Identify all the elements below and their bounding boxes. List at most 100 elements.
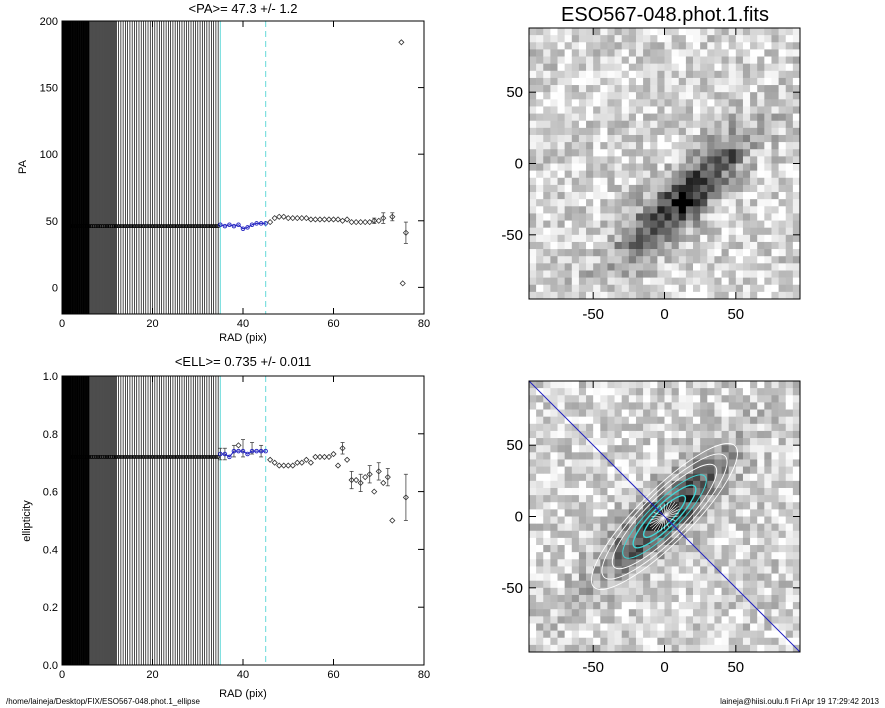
- overlay-pixel: [778, 416, 787, 425]
- fits-pixel: [750, 56, 758, 64]
- overlay-pixel: [750, 573, 758, 581]
- overlay-pixel: [785, 495, 794, 503]
- overlay-pixel: [671, 452, 680, 460]
- ell-inner-point: [118, 454, 123, 459]
- fits-pixel: [671, 35, 680, 43]
- fits-pixel: [550, 213, 558, 221]
- overlay-pixel: [700, 580, 708, 589]
- overlay-pixel: [785, 473, 794, 482]
- overlay-pixel: [785, 630, 794, 639]
- fits-pixel: [728, 291, 737, 300]
- fits-pixel: [650, 177, 658, 186]
- fits-pixel: [550, 170, 558, 179]
- fits-pixel: [707, 291, 715, 300]
- overlay-pixel: [628, 545, 637, 553]
- overlay-y-tick-label: -50: [501, 580, 523, 597]
- fits-pixel: [550, 142, 558, 150]
- overlay-pixel: [643, 580, 651, 589]
- fits-pixel: [671, 192, 680, 200]
- fits-pixel: [707, 284, 715, 293]
- fits-pixel: [571, 170, 580, 179]
- fits-pixel: [785, 70, 794, 79]
- fits-pixel: [664, 206, 672, 214]
- fits-pixel: [550, 56, 558, 64]
- overlay-pixel: [714, 594, 722, 603]
- overlay-pixel: [693, 438, 701, 446]
- overlay-pixel: [785, 552, 794, 560]
- overlay-pixel: [664, 438, 672, 446]
- overlay-pixel: [778, 587, 787, 596]
- overlay-pixel: [607, 616, 615, 624]
- fits-pixel: [757, 263, 765, 271]
- overlay-pixel: [628, 616, 637, 624]
- overlay-pixel: [607, 644, 615, 653]
- fits-pixel: [635, 256, 644, 264]
- overlay-pixel: [693, 580, 701, 589]
- ell-inner-point: [182, 454, 187, 459]
- overlay-pixel: [678, 487, 687, 496]
- overlay-pixel: [664, 445, 672, 453]
- overlay-pixel: [586, 616, 594, 624]
- fits-pixel: [707, 49, 715, 57]
- overlay-pixel: [586, 516, 594, 524]
- overlay-pixel: [536, 452, 544, 460]
- overlay-pixel: [571, 416, 580, 425]
- fits-pixel: [707, 28, 715, 36]
- pa-inner-point: [191, 224, 196, 229]
- overlay-pixel: [785, 644, 794, 653]
- overlay-pixel: [657, 395, 665, 403]
- file-path-footer: /home/laineja/Desktop/FIX/ESO567-048.pho…: [6, 697, 200, 706]
- overlay-pixel: [721, 487, 729, 496]
- overlay-pixel: [607, 609, 615, 617]
- fits-pixel: [764, 284, 772, 293]
- pa-outer-point: [362, 219, 369, 226]
- overlay-pixel: [657, 381, 665, 389]
- overlay-pixel: [557, 594, 565, 603]
- fits-pixel: [735, 63, 744, 72]
- overlay-pixel: [728, 537, 737, 546]
- fits-pixel: [586, 163, 594, 171]
- fits-pixel: [750, 163, 758, 171]
- fits-pixel: [721, 206, 729, 214]
- fits-pixel: [607, 28, 615, 36]
- fits-pixel: [764, 270, 772, 278]
- fits-pixel: [557, 149, 565, 157]
- fits-pixel: [742, 213, 751, 221]
- fits-pixel: [650, 206, 658, 214]
- fits-pixel: [650, 277, 658, 286]
- fits-pixel: [621, 85, 630, 93]
- overlay-pixel: [621, 616, 630, 624]
- fits-pixel: [671, 206, 680, 214]
- fits-pixel: [771, 192, 779, 200]
- overlay-pixel: [557, 502, 565, 510]
- fits-pixel: [742, 249, 751, 257]
- fits-pixel: [635, 163, 644, 171]
- overlay-spoke: [650, 516, 665, 521]
- overlay-pixel: [764, 480, 772, 489]
- fits-pixel: [607, 291, 615, 300]
- fits-pixel: [564, 249, 573, 257]
- overlay-pixel: [550, 545, 558, 553]
- overlay-pixel: [678, 402, 687, 410]
- overlay-pixel: [764, 552, 772, 560]
- overlay-pixel: [600, 381, 608, 389]
- overlay-pixel: [707, 445, 715, 453]
- overlay-y-tick-label: 50: [506, 437, 523, 454]
- overlay-pixel: [628, 495, 637, 503]
- fits-pixel: [750, 35, 758, 43]
- ell-inner-point: [127, 454, 132, 459]
- fits-pixel: [650, 77, 658, 86]
- fits-pixel: [678, 291, 687, 300]
- fits-pixel: [550, 35, 558, 43]
- overlay-pixel: [792, 473, 801, 482]
- overlay-pixel: [735, 637, 744, 646]
- fits-pixel: [671, 263, 680, 271]
- overlay-pixel: [650, 459, 658, 467]
- fits-pixel: [792, 85, 801, 93]
- overlay-pixel: [607, 552, 615, 560]
- fits-pixel: [643, 28, 651, 36]
- fits-pixel: [529, 206, 537, 214]
- ell-outer-point: [312, 453, 319, 460]
- overlay-pixel: [764, 573, 772, 581]
- fits-pixel: [614, 56, 623, 64]
